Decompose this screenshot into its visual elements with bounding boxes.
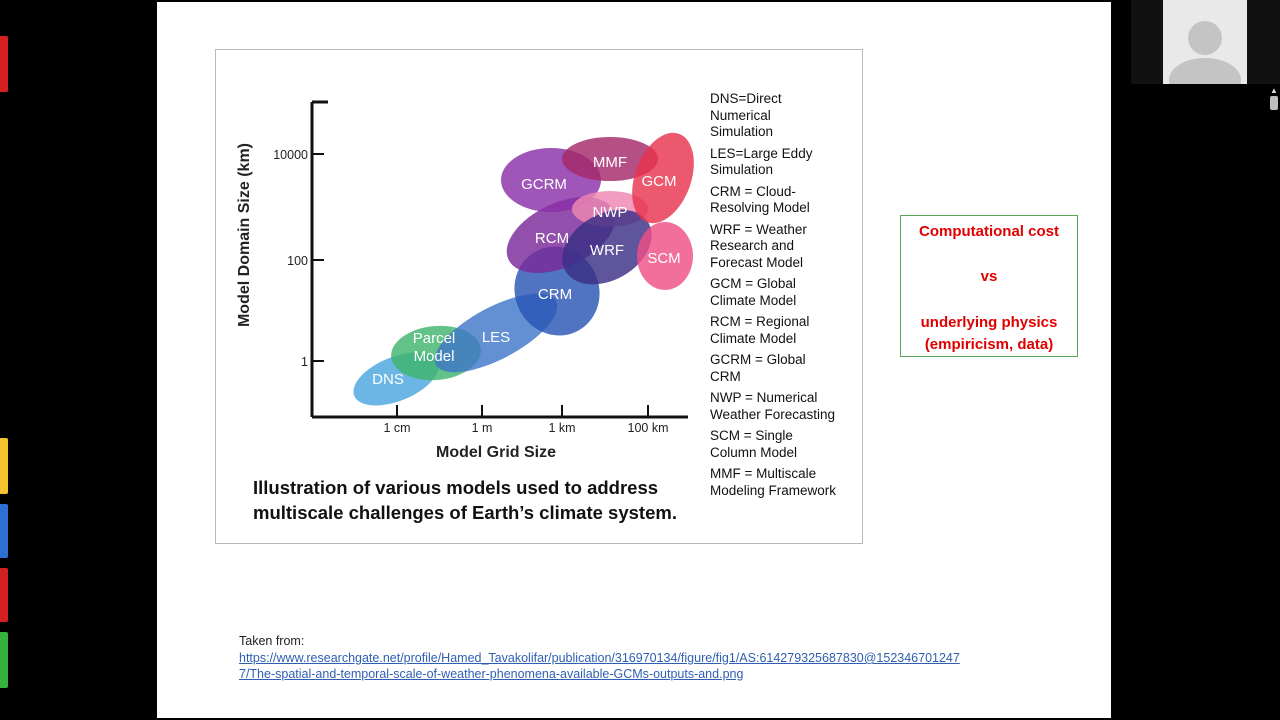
region-label-gcrm: GCRM — [521, 176, 567, 193]
legend-entry: MMF = Multiscale Modeling Framework — [710, 466, 837, 498]
x-tick-label: 1 m — [472, 421, 493, 435]
region-mmf — [562, 137, 658, 181]
computational-cost-box: Computational cost vs underlying physics… — [900, 215, 1078, 357]
region-label-crm: CRM — [538, 286, 572, 303]
region-label-rcm: RCM — [535, 230, 569, 247]
y-tick-label: 100 — [287, 254, 308, 268]
legend-entry: DNS=Direct Numerical Simulation — [710, 91, 782, 139]
physics-line: underlying physics (empiricism, data) — [920, 314, 1058, 353]
region-gcm — [632, 132, 694, 224]
figure-caption: Illustration of various models used to a… — [253, 477, 677, 523]
yellow-app-icon[interactable] — [0, 438, 8, 494]
region-label-les: LES — [482, 329, 510, 346]
x-tick-label: 1 cm — [383, 421, 410, 435]
region-scm — [637, 222, 693, 290]
presentation-slide: DNS Parcel Model LES CRM RCM GCRM MMF NWP WRF GCM S… — [157, 2, 1111, 718]
blue-app-icon[interactable] — [0, 504, 8, 558]
legend-entry: GCM = Global Climate Model — [710, 276, 797, 308]
source-citation: Taken from: https://www.researchgate.net… — [239, 633, 960, 682]
source-link-line1[interactable]: https://www.researchgate.net/profile/Ham… — [239, 651, 960, 665]
source-label: Taken from: — [239, 634, 305, 648]
legend-entry: LES=Large Eddy Simulation — [710, 145, 813, 178]
scroll-up-arrow-icon[interactable]: ▲ — [1270, 86, 1278, 95]
region-wrf — [562, 209, 652, 285]
left-taskbar-strip — [0, 0, 10, 720]
red-app-icon-2[interactable] — [0, 568, 8, 622]
x-tick-label: 100 km — [628, 421, 669, 435]
scroll-thumb[interactable] — [1270, 96, 1278, 110]
y-tick-label: 10000 — [273, 148, 308, 162]
participant-video-panel — [1131, 0, 1280, 102]
vs-line: vs — [980, 268, 998, 285]
model-scale-chart: DNS Parcel Model LES CRM RCM GCRM MMF NWP WRF GCM S… — [236, 100, 694, 461]
region-label-scm: SCM — [647, 250, 680, 267]
region-label-nwp: NWP — [593, 204, 628, 221]
cost-line: Computational cost — [918, 223, 1059, 240]
legend-entry: CRM = Cloud- Resolving Model — [710, 183, 810, 216]
region-label-parcel-model: Parcel Model — [413, 330, 456, 365]
legend-entry: GCRM = Global CRM — [710, 352, 806, 384]
legend-entry: WRF = Weather Research and Forecast Mode… — [710, 221, 807, 270]
region-label-dns: DNS — [372, 371, 404, 388]
abbreviation-legend: DNS=Direct Numerical Simulation LES=Large… — [710, 91, 860, 504]
x-tick-label: 1 km — [548, 421, 575, 435]
region-label-mmf: MMF — [593, 154, 627, 171]
y-axis-label: Model Domain Size (km) — [236, 143, 253, 327]
model-scale-figure: DNS Parcel Model LES CRM RCM GCRM MMF NWP WRF GCM S… — [215, 49, 863, 544]
legend-entry: SCM = Single Column Model — [710, 428, 798, 460]
y-tick-label: 1 — [301, 355, 308, 369]
person-avatar-icon — [1169, 21, 1241, 102]
red-app-icon[interactable] — [0, 36, 8, 92]
x-axis-label: Model Grid Size — [436, 444, 556, 461]
green-app-icon[interactable] — [0, 632, 8, 688]
region-label-wrf: WRF — [590, 242, 624, 259]
vertical-scrollbar[interactable] — [1268, 84, 1280, 720]
participant-tile[interactable] — [1163, 0, 1247, 102]
region-label-gcm: GCM — [642, 173, 677, 190]
legend-entry: RCM = Regional Climate Model — [710, 314, 810, 346]
legend-entry: NWP = Numerical Weather Forecasting — [710, 390, 836, 422]
source-link-line2[interactable]: 7/The-spatial-and-temporal-scale-of-weat… — [239, 667, 744, 681]
